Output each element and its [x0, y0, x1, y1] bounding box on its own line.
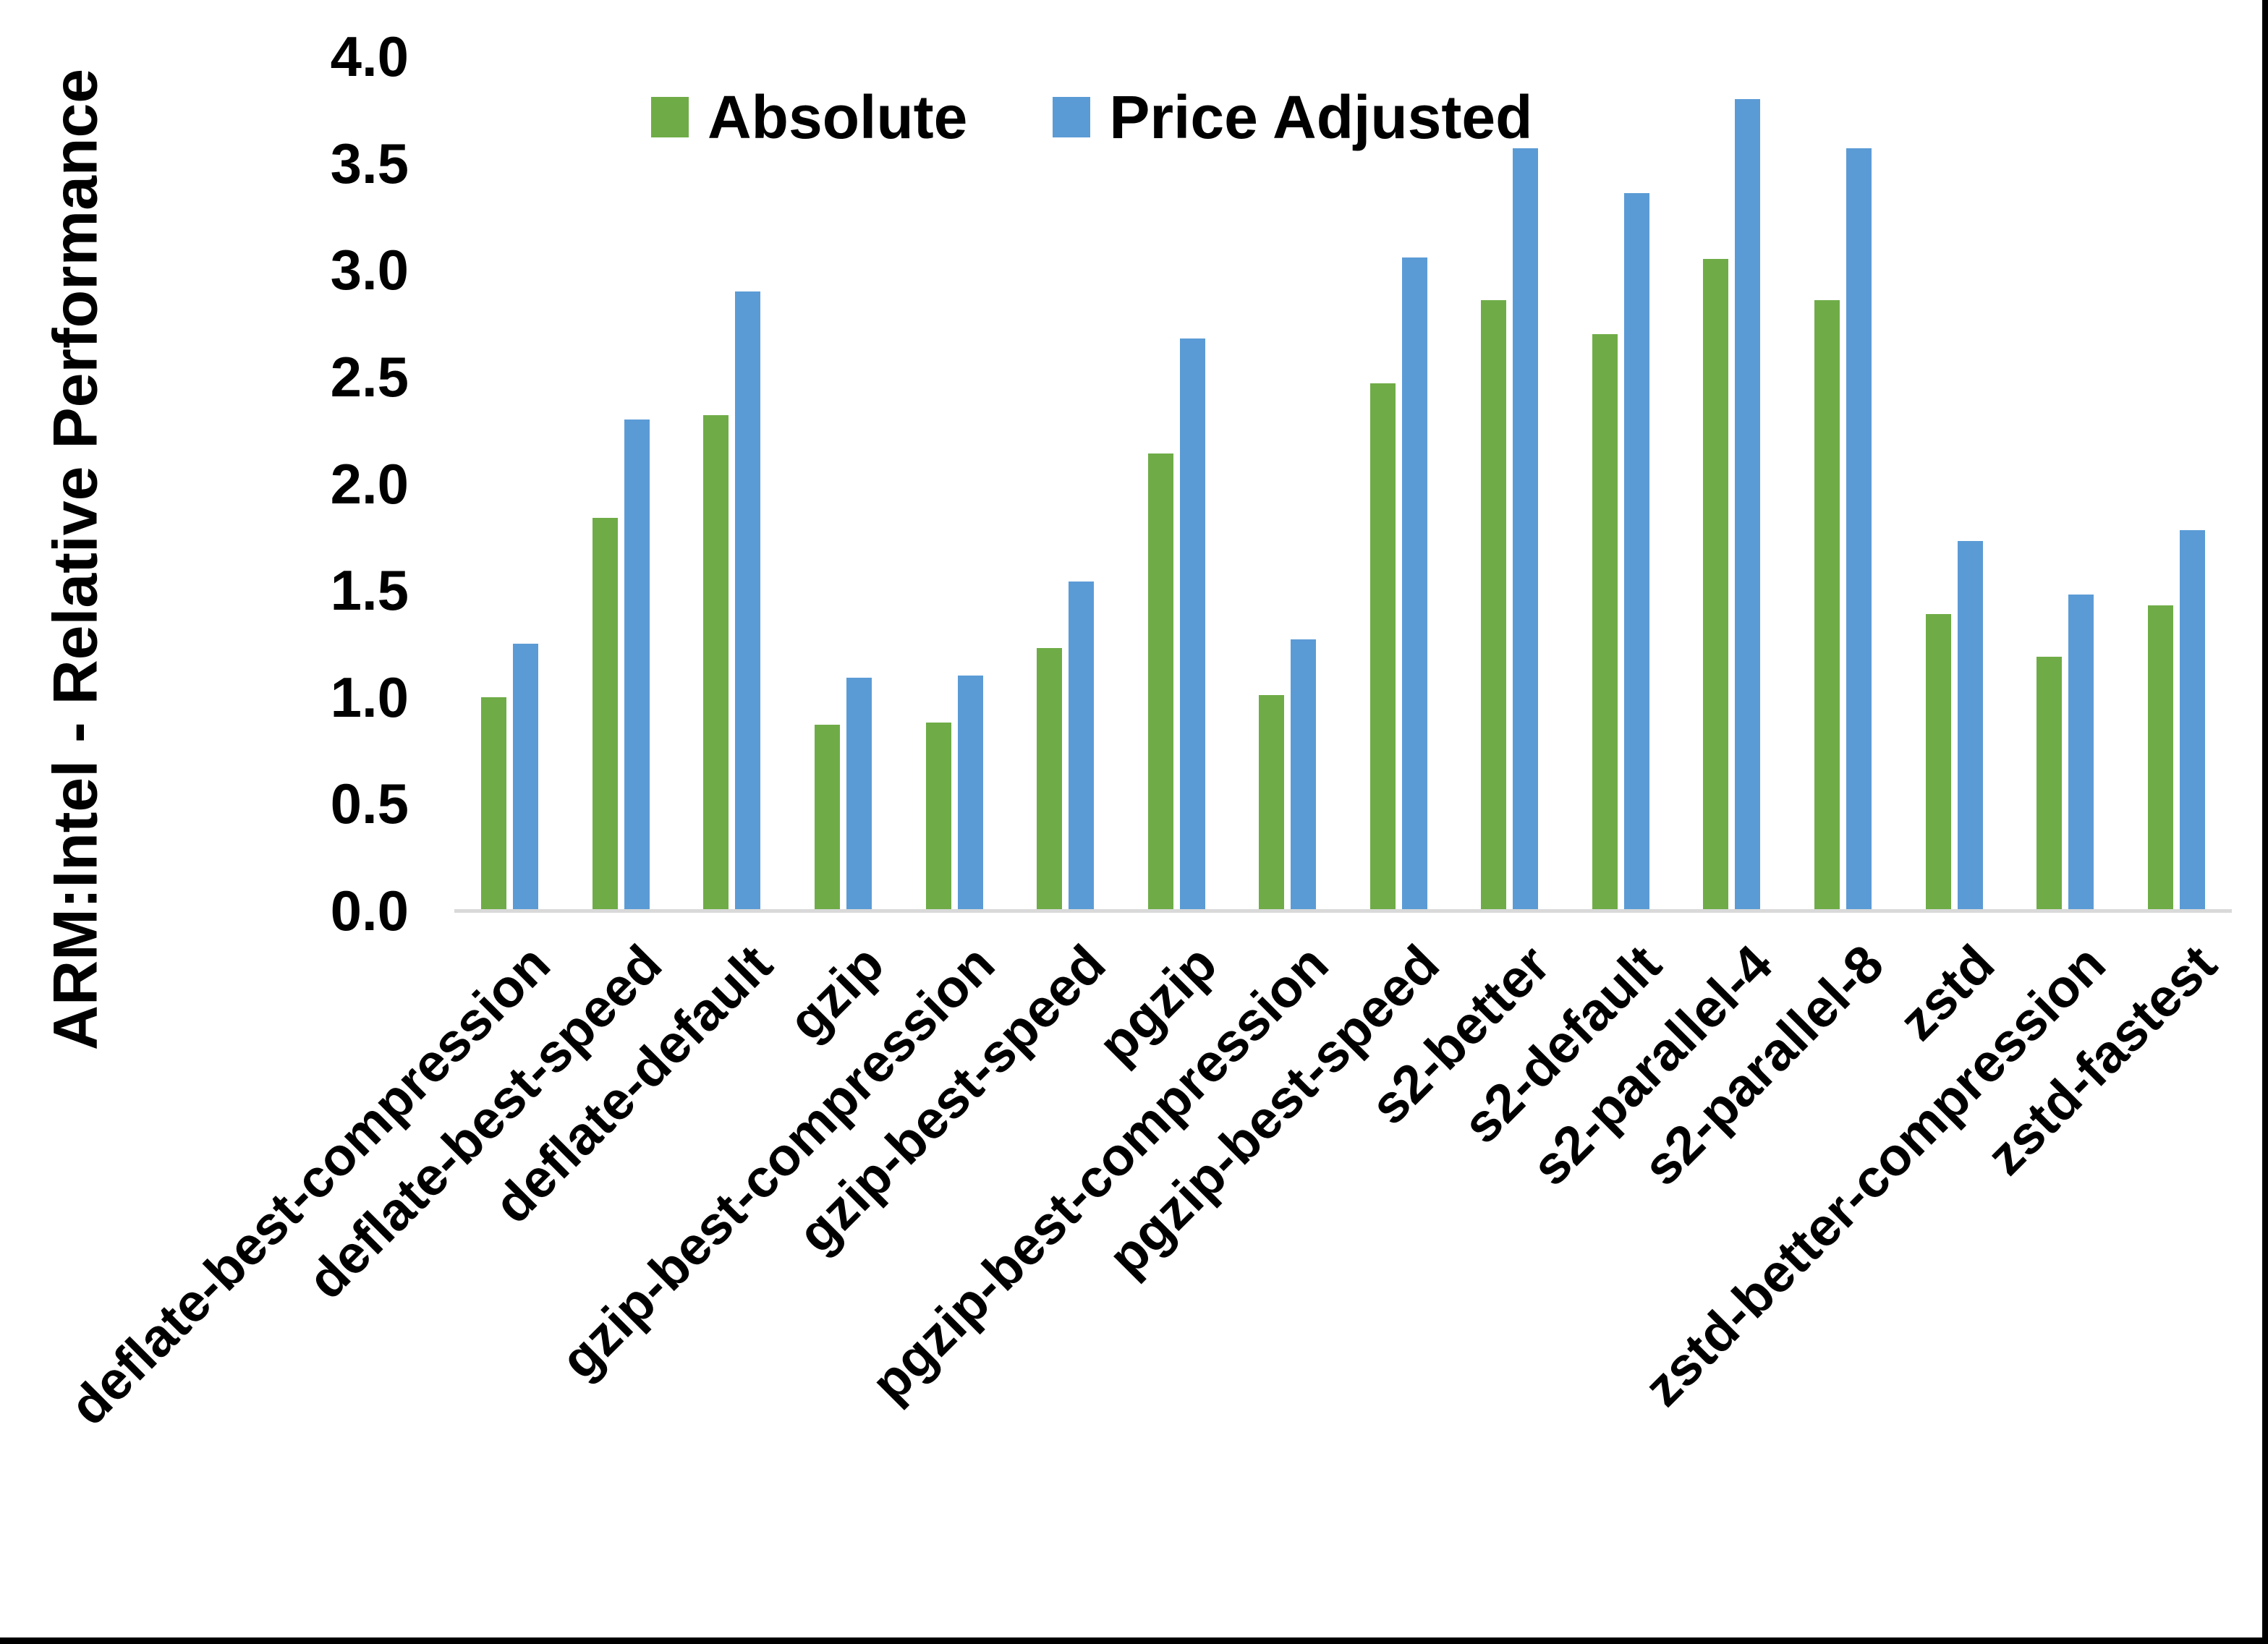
bar-price-adjusted: [1623, 192, 1649, 911]
bar-absolute: [1147, 453, 1173, 911]
bar-absolute: [1259, 694, 1285, 911]
bar-price-adjusted: [1513, 148, 1539, 911]
legend: Absolute Price Adjusted: [651, 81, 1532, 153]
bar-absolute: [925, 723, 951, 911]
bar-price-adjusted: [735, 291, 761, 911]
y-tick-label: 3.0: [330, 238, 409, 302]
y-tick-label: 0.5: [330, 772, 409, 836]
bar-absolute: [703, 415, 729, 911]
y-tick-label: 0.0: [330, 879, 409, 942]
y-tick-label: 1.5: [330, 558, 409, 623]
bar-absolute: [2036, 656, 2063, 911]
legend-item-price-adjusted: Price Adjusted: [1053, 82, 1532, 153]
y-tick-label: 1.0: [330, 665, 409, 729]
bar-price-adjusted: [1179, 338, 1205, 911]
bar-absolute: [481, 697, 507, 911]
bar-absolute: [1703, 259, 1729, 911]
legend-swatch-absolute: [651, 97, 689, 137]
bar-price-adjusted: [1069, 582, 1095, 911]
bar-price-adjusted: [1401, 257, 1427, 911]
bar-price-adjusted: [1846, 148, 1872, 911]
bar-absolute: [1925, 613, 1951, 911]
y-tick-label: 4.0: [330, 25, 409, 88]
legend-label-absolute: Absolute: [708, 82, 968, 151]
y-tick-label: 2.5: [330, 344, 409, 409]
legend-label-price-adjusted: Price Adjusted: [1109, 82, 1533, 151]
bar-absolute: [1369, 383, 1396, 911]
bar-price-adjusted: [1291, 639, 1317, 911]
bar-price-adjusted: [957, 676, 983, 911]
x-axis-label: deflate-best-compression: [58, 933, 562, 1437]
bar-price-adjusted: [1957, 541, 1983, 911]
y-tick-label: 2.0: [330, 451, 409, 516]
x-axis-line: [454, 909, 2232, 913]
bar-absolute: [1592, 333, 1618, 911]
bar-price-adjusted: [513, 643, 539, 911]
bar-price-adjusted: [1735, 99, 1761, 911]
bar-price-adjusted: [2068, 595, 2094, 911]
bar-price-adjusted: [624, 419, 650, 911]
legend-swatch-price-adjusted: [1053, 97, 1091, 137]
bar-absolute: [814, 725, 840, 911]
bar-price-adjusted: [846, 678, 872, 911]
bar-absolute: [1814, 299, 1840, 911]
legend-item-absolute: Absolute: [651, 82, 967, 153]
bar-price-adjusted: [2179, 530, 2205, 911]
bar-absolute: [2147, 605, 2173, 911]
bar-absolute: [1037, 647, 1063, 911]
bar-absolute: [1481, 299, 1507, 911]
bar-absolute: [592, 517, 618, 911]
y-tick-label: 3.5: [330, 131, 409, 195]
